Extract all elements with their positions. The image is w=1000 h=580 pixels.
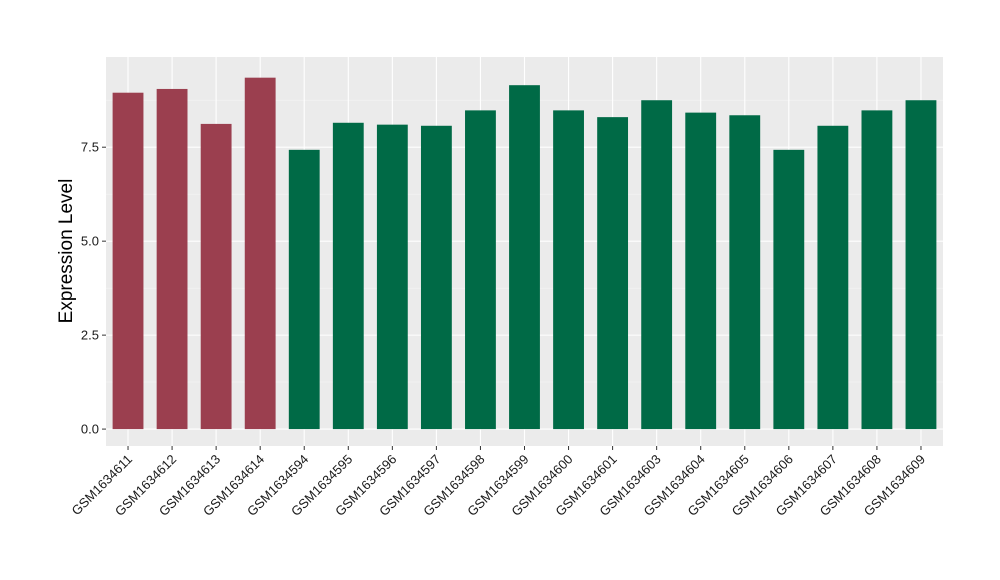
- bar: [641, 100, 673, 430]
- bar: [861, 110, 893, 430]
- x-axis: GSM1634611GSM1634612GSM1634613GSM1634614…: [68, 446, 928, 519]
- y-tick-label: 2.5: [81, 328, 99, 343]
- y-tick-label: 7.5: [81, 140, 99, 155]
- bar: [773, 149, 805, 430]
- bars: [112, 77, 937, 430]
- bar: [200, 123, 232, 430]
- y-axis-title: Expression Level: [56, 179, 77, 324]
- bar: [509, 85, 540, 430]
- bar: [420, 125, 452, 430]
- bar: [156, 88, 188, 430]
- bar: [553, 110, 584, 430]
- y-axis: 0.0 2.5 5.0 7.5: [81, 140, 106, 437]
- bar: [288, 149, 320, 430]
- y-tick-label: 5.0: [81, 234, 99, 249]
- bar: [332, 122, 364, 430]
- bar: [465, 110, 496, 430]
- bar: [597, 117, 629, 430]
- bar: [905, 100, 937, 430]
- bar: [112, 92, 144, 430]
- bar: [685, 112, 717, 430]
- bar: [244, 77, 276, 430]
- bar: [729, 115, 761, 430]
- bar: [817, 125, 849, 430]
- y-tick-label: 0.0: [81, 422, 99, 437]
- bar: [376, 124, 408, 430]
